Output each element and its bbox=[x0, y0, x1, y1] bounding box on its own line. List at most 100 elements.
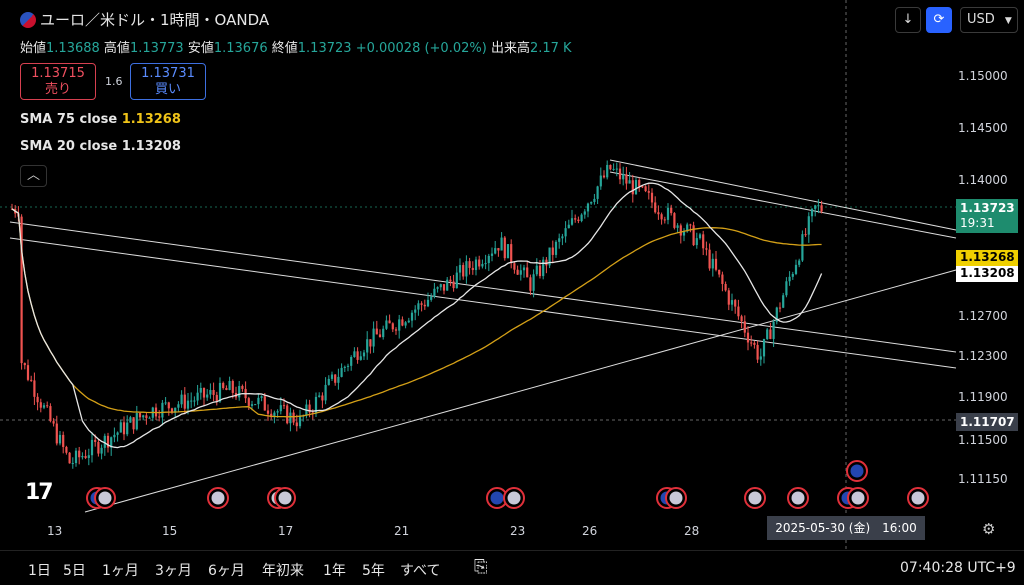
low-value: 1.13676 bbox=[213, 41, 268, 56]
candle-body bbox=[516, 269, 519, 275]
sync-icon[interactable]: ⟳ bbox=[926, 7, 952, 33]
tf-5d[interactable]: 5日 bbox=[63, 563, 86, 579]
sma20-legend[interactable]: SMA 20 close 1.13208 bbox=[20, 139, 181, 154]
candle-body bbox=[497, 248, 500, 251]
last-price-tag: 1.13723 19:31 bbox=[956, 199, 1018, 233]
candle-body bbox=[122, 422, 126, 435]
candle-body bbox=[791, 273, 794, 277]
open-label: 始値 bbox=[20, 41, 47, 56]
candle-body bbox=[420, 303, 423, 305]
tf-ytd[interactable]: 年初来 bbox=[262, 563, 304, 579]
candle-body bbox=[510, 244, 513, 264]
candle-body bbox=[311, 412, 314, 414]
candle-body bbox=[148, 417, 151, 419]
candle-body bbox=[458, 265, 462, 273]
candle-body bbox=[759, 356, 762, 360]
candle-body bbox=[602, 175, 606, 178]
axis-price-2: 1.14500 bbox=[958, 121, 1008, 135]
sma20-tag: 1.13208 bbox=[956, 266, 1018, 282]
candle-body bbox=[641, 186, 644, 188]
candle-body bbox=[180, 394, 183, 405]
axis-price-4: 1.12700 bbox=[958, 309, 1008, 323]
candle-body bbox=[820, 205, 823, 212]
candle-body bbox=[404, 322, 407, 326]
tf-1y[interactable]: 1年 bbox=[323, 563, 346, 579]
buy-button[interactable]: 1.13731 買い bbox=[130, 63, 206, 100]
goto-date-icon[interactable]: ⎘ bbox=[474, 557, 488, 577]
candle-body bbox=[711, 258, 714, 269]
candle-body bbox=[490, 253, 494, 256]
collapse-legend-button[interactable]: ︿ bbox=[20, 165, 47, 187]
candle-body bbox=[318, 395, 321, 397]
candle-body bbox=[503, 237, 506, 259]
candle-body bbox=[426, 299, 430, 307]
chevron-down-icon: ▼ bbox=[1004, 16, 1012, 26]
candle-body bbox=[378, 334, 382, 338]
tf-6m[interactable]: 6ヶ月 bbox=[208, 563, 245, 579]
candle-body bbox=[401, 319, 404, 326]
candle-body bbox=[708, 249, 711, 269]
candle-body bbox=[673, 213, 676, 228]
download-button[interactable]: ↓ bbox=[895, 7, 921, 33]
tf-5y[interactable]: 5年 bbox=[362, 563, 385, 579]
settings-icon[interactable]: ⚙ bbox=[982, 520, 996, 538]
clock: 07:40:28 UTC+9 bbox=[900, 560, 1016, 576]
sma75-legend[interactable]: SMA 75 close 1.13268 bbox=[20, 112, 181, 127]
sma75-label: SMA 75 close bbox=[20, 112, 118, 127]
candle-body bbox=[90, 439, 94, 456]
candle-body bbox=[647, 191, 650, 193]
candle-body bbox=[817, 205, 820, 207]
event-flag-14 bbox=[911, 491, 925, 505]
candle-body bbox=[417, 303, 420, 310]
candle-body bbox=[737, 306, 740, 317]
tf-1m[interactable]: 1ヶ月 bbox=[102, 563, 139, 579]
tradingview-logo: 17 bbox=[25, 480, 54, 505]
candle-body bbox=[766, 329, 769, 339]
tf-3m[interactable]: 3ヶ月 bbox=[155, 563, 192, 579]
candle-body bbox=[519, 270, 522, 275]
axis-price-7: 1.11500 bbox=[958, 433, 1008, 447]
candle-body bbox=[561, 236, 564, 239]
price-chart[interactable] bbox=[0, 0, 1024, 550]
candle-body bbox=[756, 344, 759, 360]
candle-body bbox=[676, 225, 679, 228]
candle-body bbox=[442, 284, 446, 291]
symbol-header[interactable]: ユーロ／米ドル・1時間・OANDA bbox=[20, 9, 269, 30]
candle-body bbox=[500, 237, 503, 251]
low-label: 安値 bbox=[187, 41, 214, 56]
candle-body bbox=[698, 234, 702, 239]
tf-all[interactable]: すべて bbox=[400, 563, 441, 579]
candle-body bbox=[372, 328, 375, 347]
candle-body bbox=[42, 405, 46, 408]
trendline-5 bbox=[609, 171, 957, 239]
candle-body bbox=[177, 404, 180, 408]
candle-body bbox=[625, 174, 628, 184]
buy-price: 1.13731 bbox=[141, 66, 195, 81]
candle-body bbox=[746, 332, 750, 343]
candle-body bbox=[350, 356, 353, 366]
candle-body bbox=[391, 323, 394, 330]
candle-body bbox=[670, 207, 673, 214]
candle-body bbox=[282, 405, 286, 407]
high-label: 高値 bbox=[103, 41, 130, 56]
bottom-toolbar bbox=[0, 550, 1024, 585]
crosshair-price-tag: 1.11707 bbox=[956, 413, 1018, 431]
close-value: 1.13723 bbox=[297, 41, 352, 56]
candle-body bbox=[734, 300, 737, 307]
candle-body bbox=[718, 269, 721, 275]
sell-button[interactable]: 1.13715 売り bbox=[20, 63, 96, 100]
currency-select[interactable]: USD ▼ bbox=[960, 7, 1018, 33]
candle-body bbox=[113, 434, 116, 438]
candle-body bbox=[535, 265, 538, 275]
candle-body bbox=[558, 238, 561, 242]
x-label-17: 17 bbox=[278, 524, 294, 538]
sma20-value: 1.13208 bbox=[121, 139, 181, 154]
tf-1d[interactable]: 1日 bbox=[28, 563, 51, 579]
candle-body bbox=[39, 402, 42, 408]
candle-body bbox=[622, 174, 625, 180]
x-label-21: 21 bbox=[394, 524, 410, 538]
candle-body bbox=[388, 320, 391, 324]
candle-body bbox=[455, 272, 458, 289]
candle-body bbox=[650, 192, 654, 203]
candle-body bbox=[644, 186, 647, 192]
